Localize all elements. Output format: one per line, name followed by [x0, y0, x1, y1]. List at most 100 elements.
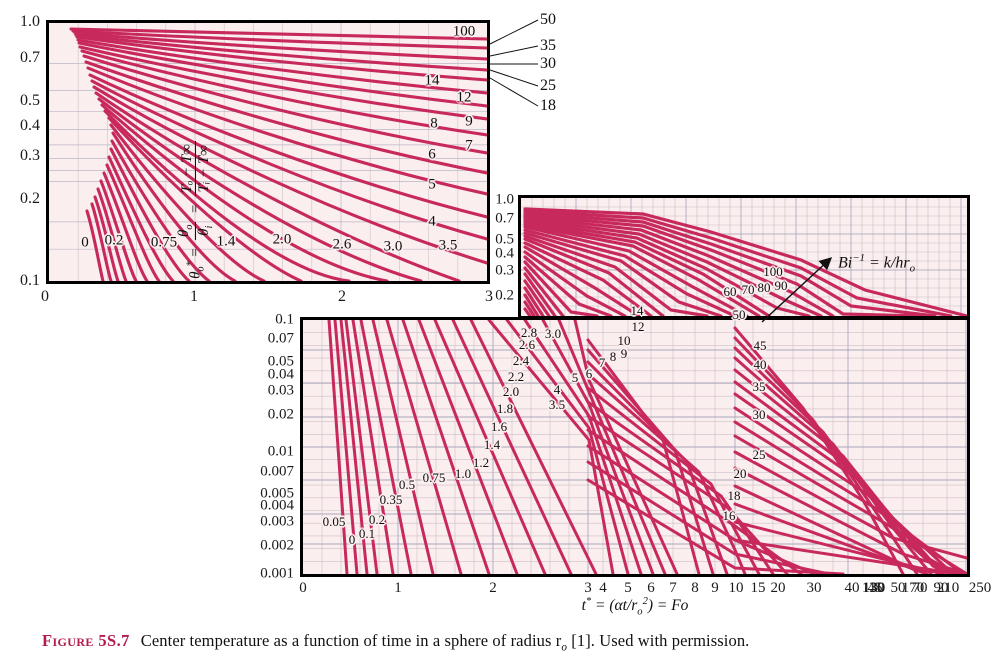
x-close: ) =: [647, 597, 672, 615]
main-xtick-0: 0: [299, 580, 307, 596]
y-frac-temp-num: Tₒ − T∞: [178, 141, 197, 197]
x-star: *: [585, 596, 592, 607]
bi-arrow-icon: [761, 257, 833, 323]
main-xtick-1: 1: [394, 580, 402, 596]
x-eq: = (: [591, 597, 615, 615]
main-ytick-0.04: 0.04: [267, 366, 294, 383]
y-frac-theta: θo θi: [176, 221, 216, 240]
y-frac-temp-den: Tᵢ − T∞: [196, 145, 213, 193]
y-eq2: =: [187, 200, 204, 218]
y-theta-star: *: [185, 261, 197, 267]
inset-top-left-ytick-0.5: 0.5: [20, 92, 40, 109]
inset-top-left-ytick-0.7: 0.7: [20, 49, 40, 66]
inset-top-left-xtick-2: 2: [338, 288, 346, 305]
main-ytick-0.07: 0.07: [267, 330, 294, 347]
main-ytick-0.005: 0.005: [260, 485, 294, 502]
main-xtick-2: 2: [489, 580, 497, 596]
main-ytick-0.002: 0.002: [260, 537, 294, 554]
inset-top-left-leader-lines: [489, 19, 539, 107]
main-xtick-15: 15: [750, 580, 766, 596]
inset-top-left-ytick-1.0: 1.0: [20, 13, 40, 30]
main-xtick-70: 70: [912, 580, 928, 596]
y-theta: θ: [187, 271, 204, 279]
x-fo: Fo: [671, 597, 689, 615]
y-frac-theta-den: θi: [196, 225, 216, 236]
main-ytick-0.003: 0.003: [260, 513, 294, 530]
main-ytick-0.001: 0.001: [260, 565, 294, 582]
bi-inverse-annotation: Bi−1 = k/hro: [838, 252, 915, 275]
inset-mid-ytick-0.7: 0.7: [495, 210, 514, 227]
main-xtick-9: 9: [711, 580, 719, 596]
main-ytick-0.004: 0.004: [260, 497, 294, 514]
y-frac-theta-num: θo: [176, 221, 197, 240]
main-xtick-6: 6: [647, 580, 655, 596]
y-theta-sub: o: [195, 266, 207, 272]
inset-top-left-ytick-0.2: 0.2: [20, 190, 40, 207]
x-alpha: αt/r: [614, 597, 638, 615]
leader-label-50: 50: [540, 11, 556, 28]
main-xtick-210-pos: 210: [936, 580, 960, 596]
leader-label-18: 18: [540, 97, 556, 114]
main-xtick-130-pos: 130: [862, 580, 886, 596]
main-plot-svg: [303, 320, 967, 574]
inset-mid-ytick-0.4: 0.4: [495, 245, 514, 262]
x-pow: 2: [642, 596, 648, 607]
x-ro: o: [637, 606, 643, 618]
figure-caption-text: Center temperature as a function of time…: [140, 631, 750, 654]
inset-top-left-xtick-0: 0: [41, 288, 49, 305]
inset-middle-right-svg: [521, 198, 967, 316]
inset-top-left-plot: [46, 20, 490, 284]
leader-label-25: 25: [540, 77, 556, 94]
main-xtick-5: 5: [624, 580, 632, 596]
inset-top-left-ytick-0.1: 0.1: [20, 272, 40, 289]
bi-annot-bi: Bi: [838, 254, 853, 272]
inset-middle-right-plot: [518, 195, 970, 319]
inset-mid-ytick-0.5: 0.5: [495, 231, 514, 248]
inset-top-left-svg: [49, 23, 487, 281]
main-xtick-130b: 130: [861, 580, 885, 596]
main-xtick-170-pos: 170: [901, 580, 925, 596]
inset-top-left-ytick-0.3: 0.3: [20, 147, 40, 164]
main-ytick-0.007: 0.007: [260, 463, 294, 480]
main-plot: [300, 317, 970, 577]
bi-annot-rest: = k/hr: [865, 254, 910, 272]
main-xtick-50: 50: [890, 580, 906, 596]
main-xtick-4: 4: [599, 580, 607, 596]
inset-top-left-xtick-1: 1: [190, 288, 198, 305]
main-ytick-0.02: 0.02: [267, 406, 294, 423]
bi-annot-sub: o: [909, 262, 916, 275]
y-frac-temp: Tₒ − T∞ Tᵢ − T∞: [178, 141, 214, 197]
caption-main: Center temperature as a function of time…: [140, 631, 562, 650]
main-xtick-90: 90: [933, 580, 949, 596]
inset-mid-ytick-1.0: 1.0: [495, 191, 514, 208]
main-xtick-30: 30: [806, 580, 822, 596]
main-ytick-0.1: 0.1: [275, 311, 294, 328]
inset-mid-ytick-0.3: 0.3: [495, 262, 514, 279]
caption-sub: o: [561, 641, 568, 654]
caption-tail: [1]. Used with permission.: [567, 631, 750, 650]
main-xtick-3: 3: [584, 580, 592, 596]
bi-annot-exp: −1: [852, 252, 865, 264]
leader-label-35: 35: [540, 37, 556, 54]
x-t: t: [581, 597, 586, 615]
main-xtick-40: 40: [844, 580, 860, 596]
y-eq1: =: [187, 243, 204, 258]
inset-mid-ytick-0.2: 0.2: [495, 287, 514, 304]
x-axis-title: t* = (αt/ro2) = Fo: [300, 596, 970, 617]
main-ytick-0.01: 0.01: [267, 443, 294, 460]
main-xtick-7: 7: [669, 580, 677, 596]
figure-caption: Figure 5S.7 Center temperature as a funct…: [42, 631, 972, 653]
leader-label-30: 30: [540, 55, 556, 72]
inset-top-left-ytick-0.4: 0.4: [20, 117, 40, 134]
main-xtick-20: 20: [770, 580, 786, 596]
inset-top-left-xtick-3: 3: [485, 288, 493, 305]
main-xtick-250-pos: 250: [968, 580, 992, 596]
main-xtick-45: 45: [867, 580, 883, 596]
main-ytick-0.05: 0.05: [267, 353, 294, 370]
main-xtick-8: 8: [691, 580, 699, 596]
main-xtick-10: 10: [728, 580, 744, 596]
figure-number: Figure 5S.7: [42, 631, 130, 650]
y-axis-title: θo* = θo θi = Tₒ − T∞ Tᵢ − T∞: [176, 120, 216, 300]
main-ytick-0.03: 0.03: [267, 382, 294, 399]
